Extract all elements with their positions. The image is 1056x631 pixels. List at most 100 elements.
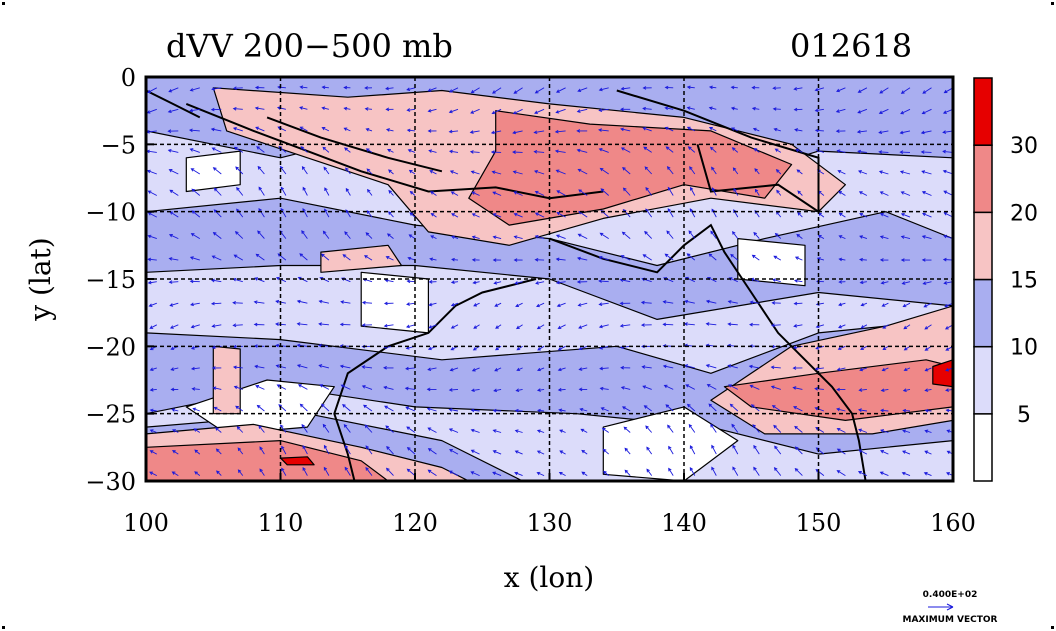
wind-vector [323,444,330,455]
wind-vector [640,300,652,305]
wind-vector [838,302,846,307]
wind-vector [537,345,545,351]
wind-vector [838,235,846,240]
x-tick-label: 160 [930,509,976,537]
wind-vector [880,280,889,285]
wind-vector [689,445,696,455]
wind-vector [451,257,459,262]
wind-vector [189,256,200,261]
wind-vector [344,444,351,455]
wind-vector [578,387,588,392]
wind-vector [296,364,308,369]
wind-vector [471,191,480,196]
wind-vector [732,444,739,455]
y-tick-label: −15 [85,266,136,294]
wind-vector [775,169,782,175]
wind-vector [255,126,265,132]
wind-vector [880,408,889,413]
wind-vector [515,302,523,308]
wind-vector [641,365,652,369]
wind-vector [513,235,523,240]
wind-vector [470,388,480,393]
wind-vector [450,324,459,329]
wind-vector [361,300,373,305]
wind-vector [579,407,588,412]
wind-vector [600,407,609,412]
wind-vector [364,107,373,111]
wind-vector [212,167,222,175]
wind-vector [732,231,739,239]
wind-vector [859,212,868,218]
wind-vector [921,258,932,262]
wind-vector [859,280,867,285]
wind-vector [643,146,652,153]
wind-vector [556,302,566,308]
wind-vector [797,190,803,196]
coastline-layer [146,89,867,481]
wind-vector [254,364,265,369]
wind-vector [170,387,179,392]
wind-vector [899,150,911,154]
wind-vector [902,450,911,455]
y-tick-label: 0 [121,64,136,92]
wind-vector [385,107,394,112]
wind-vector [559,429,566,433]
wind-vector [318,299,329,304]
wind-vector [536,388,545,392]
wind-vector [706,384,717,390]
wind-vector [859,367,868,372]
wind-vector [857,408,867,412]
wind-vector [859,257,867,262]
wind-vector [211,324,222,328]
wind-vector [194,449,201,455]
wind-vector [299,403,308,412]
colorbar-label: 5 [1017,403,1031,428]
wind-vector [278,404,287,412]
wind-vector [490,130,502,135]
wind-vector [323,466,330,476]
wind-vector [533,149,545,154]
colorbar-segment [973,345,993,415]
wind-vector [339,364,351,369]
wind-vector [620,147,631,153]
wind-vector [900,235,911,240]
wind-vector [406,87,416,92]
wind-vector [924,388,932,392]
wind-vector [343,423,351,433]
wind-vector [621,231,631,239]
wind-vector [581,449,588,455]
wind-vector [793,279,803,283]
wind-vector [385,256,394,261]
wind-vector [557,345,566,351]
wind-vector [836,367,846,372]
wind-vector [753,231,760,239]
wind-vector [534,190,545,196]
wind-vector [557,324,566,330]
wind-vector [449,449,459,455]
wind-vector [860,324,868,329]
wind-vector [902,302,911,308]
wind-vector [190,302,200,307]
wind-vector [710,230,717,239]
wind-vector [514,408,523,413]
wind-vector [491,108,502,115]
corner-mark [1051,626,1054,629]
wind-vector [920,130,932,135]
wind-vector [534,108,545,115]
wind-vector [147,257,157,262]
wind-vector [684,364,695,369]
wind-vector [406,128,416,133]
wind-vector [878,108,889,114]
wind-vector [194,471,201,476]
wind-vector [642,126,652,132]
wind-vector [662,300,674,304]
wind-vector [686,126,696,132]
wind-vector [512,170,523,175]
wind-vector [344,466,351,476]
contour-region [737,238,806,287]
wind-vector [882,324,889,329]
wind-vector [837,345,846,350]
wind-vector [727,364,738,369]
vector-scale-label: 0.400E+02 [923,590,978,600]
wind-vector [838,280,846,284]
